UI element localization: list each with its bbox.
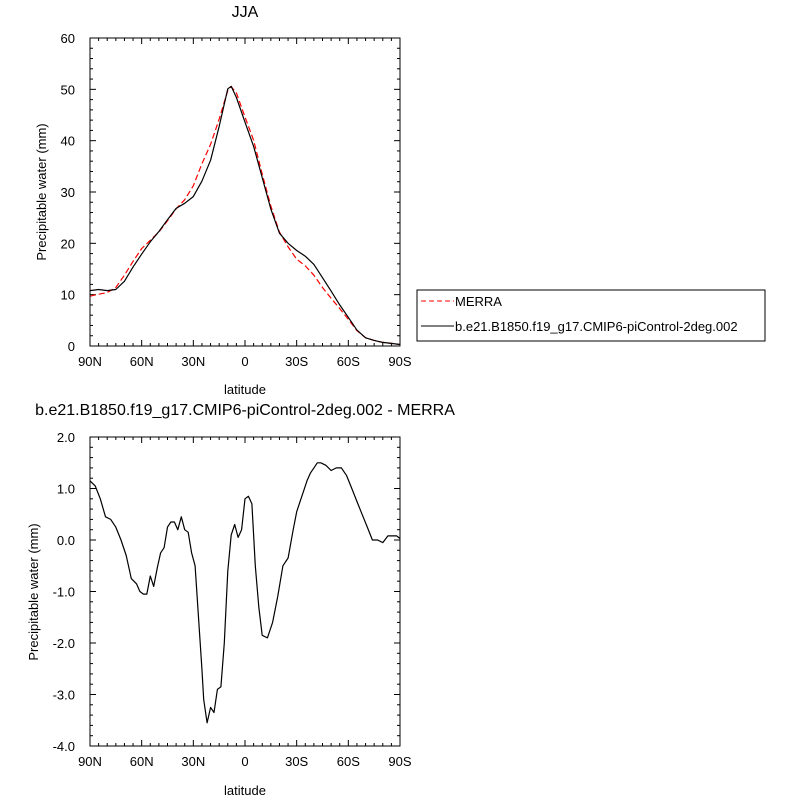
top-x-tick-label: 60S (337, 354, 360, 369)
top-y-tick-label: 50 (61, 82, 75, 97)
bottom-y-tick-label: -2.0 (53, 636, 75, 651)
top-y-tick-label: 30 (61, 185, 75, 200)
top-y-tick-label: 20 (61, 236, 75, 251)
bottom-x-tick-label: 30S (285, 754, 308, 769)
top-x-tick-label: 0 (241, 354, 248, 369)
top-y-tick-label: 60 (61, 31, 75, 46)
legend-box (416, 289, 766, 342)
bottom-y-tick-label: -4.0 (53, 739, 75, 754)
bottom-x-tick-label: 60N (130, 754, 154, 769)
top-y-tick-label: 0 (68, 339, 75, 354)
top-axis-ticks: 90N 60N 30N 0 30S 60S 90S 0 10 20 30 40 50 60 (61, 31, 412, 369)
top-y-tick-label: 10 (61, 288, 75, 303)
top-plot-frame (89, 37, 401, 347)
bottom-y-tick-label: 1.0 (57, 482, 75, 497)
legend-label-model: b.e21.B1850.f19_g17.CMIP6-piControl-2deg… (455, 319, 738, 334)
top-x-tick-label: 90N (78, 354, 102, 369)
top-series-group (89, 85, 401, 346)
bottom-x-tick-label: 90N (78, 754, 102, 769)
bottom-chart: b.e21.B1850.f19_g17.CMIP6-piControl-2deg… (26, 402, 455, 798)
bottom-y-axis-label: Precipitable water (mm) (26, 523, 41, 660)
bottom-x-tick-label: 0 (241, 754, 248, 769)
top-x-tick-label: 30S (285, 354, 308, 369)
top-x-tick-label: 30N (181, 354, 205, 369)
bottom-y-tick-label: 2.0 (57, 430, 75, 445)
top-y-tick-label: 40 (61, 134, 75, 149)
bottom-y-tick-label: -1.0 (53, 585, 75, 600)
top-chart-title: JJA (232, 4, 259, 21)
bottom-series-line-0 (89, 462, 401, 724)
top-x-tick-label: 90S (388, 354, 411, 369)
bottom-series-group (89, 462, 401, 724)
bottom-x-axis-label: latitude (224, 783, 266, 798)
top-x-axis-label: latitude (224, 382, 266, 397)
top-series-line-1 (89, 85, 401, 346)
bottom-y-tick-label: 0.0 (57, 533, 75, 548)
bottom-chart-title: b.e21.B1850.f19_g17.CMIP6-piControl-2deg… (35, 402, 455, 419)
legend: MERRA b.e21.B1850.f19_g17.CMIP6-piContro… (416, 289, 766, 342)
bottom-axis-ticks: 90N 60N 30N 0 30S 60S 90S 2.0 1.0 0.0 -1.0 -2.0 -3.0… (53, 430, 412, 769)
bottom-x-tick-label: 60S (337, 754, 360, 769)
top-series-line-0 (89, 86, 401, 346)
bottom-x-tick-label: 30N (181, 754, 205, 769)
top-chart: JJA latitude Precipitable water (mm) 90N… (34, 4, 412, 397)
bottom-plot-frame (89, 436, 401, 747)
legend-label-merra: MERRA (455, 294, 502, 309)
bottom-y-tick-label: -3.0 (53, 688, 75, 703)
top-x-tick-label: 60N (130, 354, 154, 369)
top-y-axis-label: Precipitable water (mm) (34, 123, 49, 260)
bottom-x-tick-label: 90S (388, 754, 411, 769)
